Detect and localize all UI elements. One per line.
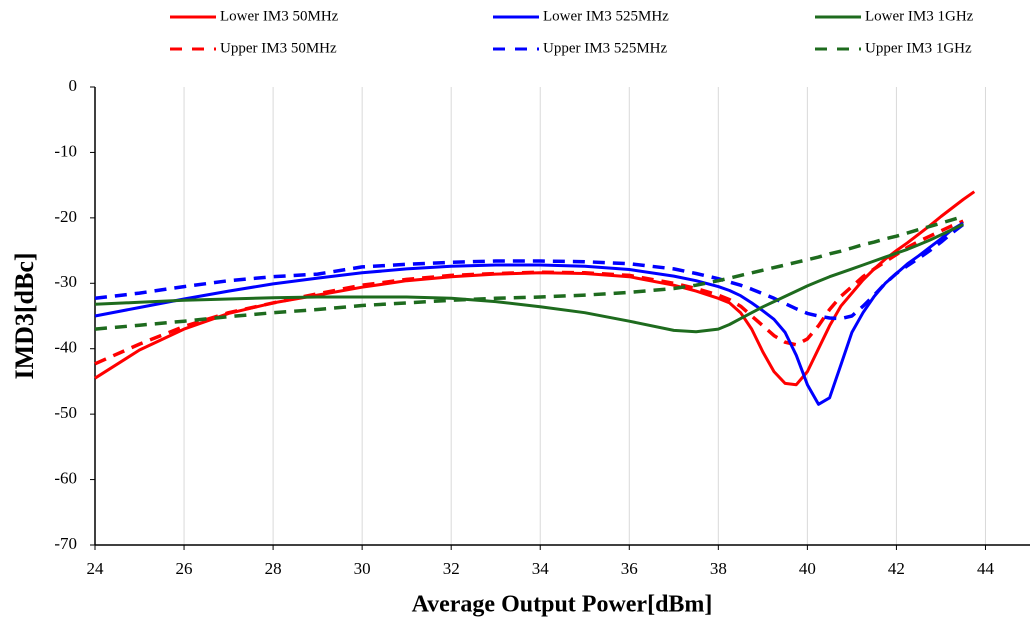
y-tick-label: -60: [54, 468, 77, 487]
legend-label: Upper IM3 50MHz: [220, 40, 337, 56]
x-tick-label: 28: [265, 559, 282, 578]
y-tick-label: -10: [54, 141, 77, 160]
y-tick-label: -40: [54, 338, 77, 357]
x-tick-label: 30: [354, 559, 371, 578]
x-tick-label: 34: [532, 559, 550, 578]
x-axis-title: Average Output Power[dBm]: [412, 592, 713, 618]
series-line: [94, 223, 964, 334]
series-line: [94, 190, 976, 387]
x-tick-label: 26: [176, 559, 193, 578]
x-tick-label: 32: [443, 559, 460, 578]
x-tick-label: 36: [621, 559, 638, 578]
series-line: [94, 214, 964, 331]
x-tick-label: 42: [888, 559, 905, 578]
y-tick-label: -70: [54, 534, 77, 553]
legend-label: Lower IM3 525MHz: [543, 8, 669, 24]
x-tick-label: 38: [710, 559, 727, 578]
x-tick-label: 24: [87, 559, 105, 578]
y-tick-label: -50: [54, 403, 77, 422]
legend-label: Lower IM3 1GHz: [865, 8, 974, 24]
x-tick-label: 40: [799, 559, 816, 578]
legend-label: Lower IM3 50MHz: [220, 8, 339, 24]
x-tick-label: 44: [977, 559, 995, 578]
y-tick-label: -30: [54, 272, 77, 291]
legend-label: Upper IM3 525MHz: [543, 40, 667, 56]
series-line: [94, 223, 965, 321]
series-line: [94, 219, 964, 366]
y-axis-title: IMD3[dBc]: [10, 252, 39, 379]
y-tick-label: 0: [69, 76, 78, 95]
y-tick-label: -20: [54, 207, 77, 226]
legend-label: Upper IM3 1GHz: [865, 40, 972, 56]
